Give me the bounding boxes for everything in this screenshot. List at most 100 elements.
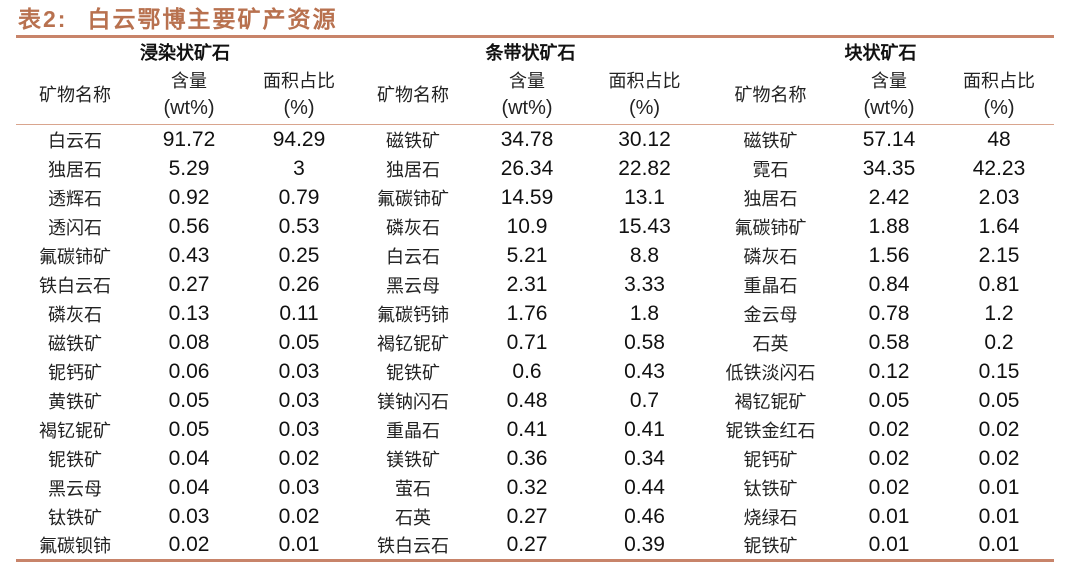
content-wt-cell: 0.06 [168, 359, 210, 383]
table-row: 钛铁矿 0.03 0.02 石英 0.27 0.46 烧绿石 0.01 0.01 [16, 502, 1054, 531]
area-percent-cell: 0.01 [944, 531, 1054, 562]
content-wt-cell: 0.04 [168, 446, 210, 470]
mineral-name-cell: 金云母 [743, 304, 798, 326]
content-wt-cell: 0.13 [168, 301, 210, 325]
mineral-name-cell: 透辉石 [48, 188, 102, 210]
content-wt-cell: 0.12 [868, 359, 910, 383]
column-header-unit: (wt%) [501, 97, 553, 119]
group-header-disseminated: 浸染状矿石 [140, 43, 230, 64]
area-percent-cell: 3 [293, 156, 305, 180]
column-header-label: 含量 [871, 71, 907, 92]
table-row: 铌铁矿 0.04 0.02 镁铁矿 0.36 0.34 铌钙矿 0.02 0.02 [16, 444, 1054, 473]
area-percent-cell: 15.43 [618, 214, 671, 238]
group-header-row: 浸染状矿石 条带状矿石 块状矿石 [16, 38, 1054, 66]
mineral-name-cell: 重晶石 [386, 420, 440, 442]
area-percent-cell: 0.39 [582, 531, 707, 562]
mineral-name-cell: 铁白云石 [354, 531, 472, 562]
area-percent-cell: 1.64 [978, 214, 1020, 238]
content-wt-cell: 0.84 [868, 272, 910, 296]
content-wt-cell: 0.71 [506, 330, 548, 354]
content-wt-cell: 14.59 [500, 185, 554, 209]
content-wt-cell: 0.02 [868, 475, 910, 499]
area-percent-cell: 0.7 [629, 388, 660, 412]
mineral-name-cell: 萤石 [395, 478, 431, 500]
mineral-name-cell: 磷灰石 [743, 246, 798, 268]
content-wt-cell: 26.34 [500, 156, 554, 180]
mineral-name-cell: 独居石 [386, 159, 440, 181]
area-percent-cell: 0.03 [278, 359, 320, 383]
table-title: 表2: 白云鄂博主要矿产资源 [18, 2, 337, 36]
content-wt-cell: 0.05 [168, 388, 210, 412]
content-wt-cell: 0.92 [168, 185, 210, 209]
mineral-name-cell: 氟碳铈矿 [39, 246, 111, 268]
area-percent-cell: 0.02 [978, 417, 1020, 441]
column-header-mineral-name: 矿物名称 [354, 66, 472, 125]
column-header-unit: (wt%) [163, 97, 215, 119]
mineral-name-cell: 重晶石 [743, 275, 798, 297]
content-wt-cell: 0.32 [506, 475, 548, 499]
minerals-table-container: 浸染状矿石 条带状矿石 块状矿石 矿物名称 含量 (wt%) 面积占比 (%) 矿物… [16, 38, 1054, 562]
column-header-label: 矿物名称 [734, 84, 807, 106]
content-wt-cell: 0.02 [134, 531, 244, 562]
column-header-unit: (wt%) [863, 97, 915, 119]
area-percent-cell: 0.58 [624, 330, 665, 354]
area-percent-cell: 0.2 [984, 330, 1014, 354]
column-header-content: 含量 (wt%) [834, 66, 944, 125]
mineral-name-cell: 低铁淡闪石 [725, 362, 816, 384]
mineral-name-cell: 铌铁矿 [707, 531, 834, 562]
area-percent-cell: 0.01 [244, 531, 354, 562]
area-percent-cell: 0.01 [978, 504, 1020, 528]
column-header-label: 面积占比 [963, 71, 1035, 92]
table-row: 磁铁矿 0.08 0.05 褐钇铌矿 0.71 0.58 石英 0.58 0.2 [16, 328, 1054, 357]
mineral-name-cell: 镁铁矿 [386, 449, 440, 471]
table-row: 透辉石 0.92 0.79 氟碳铈矿 14.59 13.1 独居石 2.42 2.03 [16, 183, 1054, 212]
mineral-name-cell: 氟碳铈矿 [734, 217, 807, 239]
minerals-table: 浸染状矿石 条带状矿石 块状矿石 矿物名称 含量 (wt%) 面积占比 (%) 矿物… [16, 38, 1054, 562]
column-header-mineral-name: 矿物名称 [707, 66, 834, 125]
mineral-name-cell: 霓石 [752, 159, 789, 181]
content-wt-cell: 0.41 [506, 417, 548, 441]
column-header-content: 含量 (wt%) [472, 66, 582, 125]
content-wt-cell: 5.21 [506, 243, 548, 267]
content-wt-cell: 5.29 [168, 156, 210, 180]
area-percent-cell: 0.79 [278, 185, 320, 209]
column-header-unit: (%) [983, 97, 1015, 119]
content-wt-cell: 0.56 [168, 214, 210, 238]
column-header-mineral-name: 矿物名称 [16, 66, 134, 125]
content-wt-cell: 0.78 [868, 301, 910, 325]
content-wt-cell: 0.43 [168, 243, 210, 267]
mineral-name-cell: 钛铁矿 [48, 507, 102, 529]
area-percent-cell: 0.26 [278, 272, 320, 296]
mineral-name-cell: 铌钙矿 [743, 449, 798, 471]
mineral-name-cell: 黑云母 [48, 478, 102, 500]
mineral-name-cell: 白云石 [386, 246, 440, 268]
mineral-name-cell: 独居石 [48, 159, 102, 181]
area-percent-cell: 0.05 [278, 330, 320, 354]
content-wt-cell: 0.48 [506, 388, 548, 412]
table-row: 透闪石 0.56 0.53 磷灰石 10.9 15.43 氟碳铈矿 1.88 1.64 [16, 212, 1054, 241]
column-header-label: 面积占比 [608, 71, 681, 92]
content-wt-cell: 34.78 [500, 127, 554, 151]
area-percent-cell: 0.25 [278, 243, 320, 267]
mineral-name-cell: 磷灰石 [48, 304, 102, 326]
table-title-number: 2: [43, 6, 68, 32]
mineral-name-cell: 铌铁金红石 [725, 420, 816, 442]
area-percent-cell: 0.44 [624, 475, 665, 499]
column-header-label: 含量 [171, 71, 207, 92]
area-percent-cell: 0.01 [978, 475, 1020, 499]
column-header-label: 矿物名称 [39, 84, 111, 106]
content-wt-cell: 0.02 [868, 417, 910, 441]
mineral-name-cell: 镁钠闪石 [377, 391, 449, 413]
mineral-name-cell: 氟碳铈矿 [377, 188, 449, 210]
column-header-label: 矿物名称 [377, 84, 449, 106]
area-percent-cell: 0.34 [624, 446, 665, 470]
area-percent-cell: 22.82 [618, 156, 671, 180]
content-wt-cell: 57.14 [862, 127, 916, 151]
content-wt-cell: 0.36 [506, 446, 548, 470]
content-wt-cell: 0.08 [168, 330, 210, 354]
column-header-label: 面积占比 [263, 71, 335, 92]
mineral-name-cell: 石英 [752, 333, 789, 355]
mineral-name-cell: 铌铁矿 [48, 449, 102, 471]
area-percent-cell: 0.43 [624, 359, 665, 383]
content-wt-cell: 1.88 [868, 214, 910, 238]
